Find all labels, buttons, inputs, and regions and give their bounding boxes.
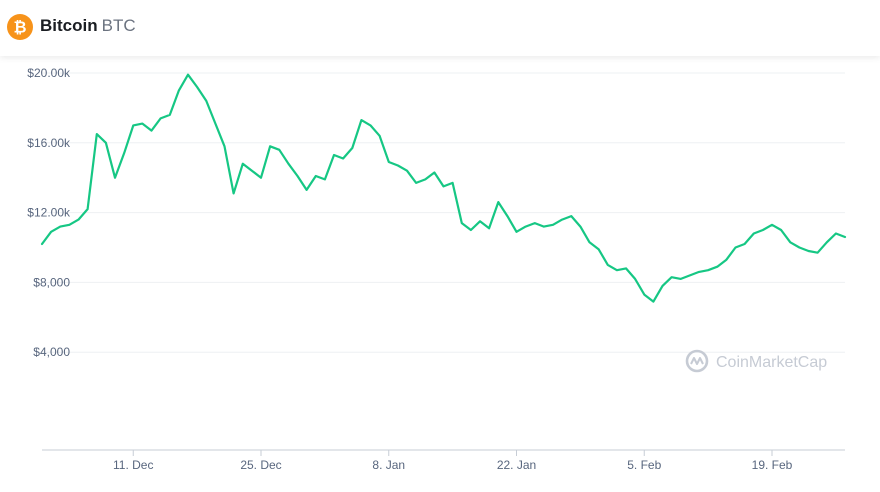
coinmarketcap-logo-icon [685,349,709,373]
coin-title: Bitcoin BTC [40,16,136,36]
watermark-text: CoinMarketCap [716,354,827,371]
coin-name: Bitcoin [40,16,98,35]
y-tick-label: $8,000 [33,275,70,289]
svg-text:₿: ₿ [13,19,26,37]
bitcoin-logo-icon: ₿ [7,14,33,40]
y-tick-label: $20.00k [27,66,71,80]
x-tick-label: 25. Dec [240,458,281,472]
x-tick-label: 22. Jan [497,458,536,472]
x-axis: 11. Dec 25. Dec 8. Jan 22. Jan 5. Feb 19. Feb [42,449,845,472]
grid-lines [42,72,845,353]
price-series-line [40,73,847,303]
y-tick-label: $16.00k [27,136,71,150]
y-tick-label: $12.00k [27,206,71,220]
series-layer [40,73,847,303]
x-tick-label: 11. Dec [113,458,153,472]
coinmarketcap-watermark: CoinMarketCap [685,349,827,373]
y-axis-labels: $4,000 $8,000 $12.00k $16.00k $20.00k [27,66,71,359]
x-tick-label: 8. Jan [372,458,405,472]
x-tick-label: 19. Feb [752,458,793,472]
y-tick-label: $4,000 [33,345,70,359]
x-tick-label: 5. Feb [627,458,661,472]
coin-header: ₿ Bitcoin BTC [0,0,880,56]
coin-symbol: BTC [101,16,136,35]
